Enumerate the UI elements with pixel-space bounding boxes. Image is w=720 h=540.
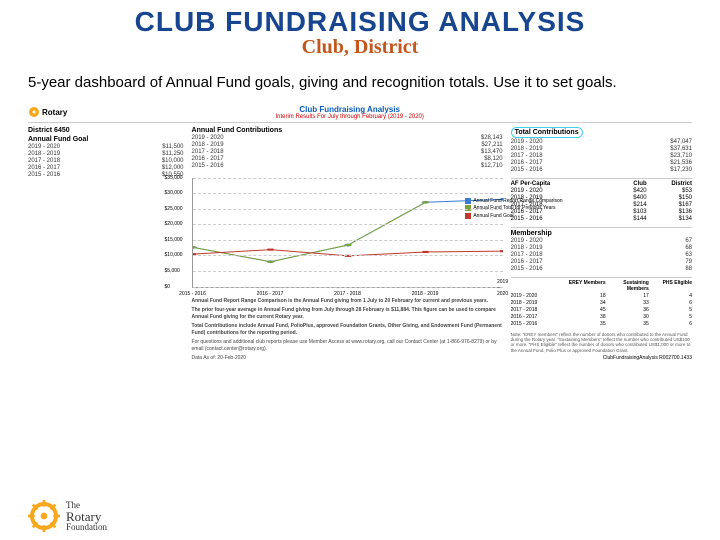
table-row: 2017 - 201863 xyxy=(511,252,692,259)
table-row: 2016 - 201738305 xyxy=(511,314,692,321)
tc-table: 2019 - 2020$47,0472018 - 2019$37,6312017… xyxy=(511,139,692,174)
table-row: 2016 - 201779 xyxy=(511,259,692,266)
afg-table: 2019 - 2020$11,5002018 - 2019$11,2502017… xyxy=(28,144,184,179)
line-chart: Annual Fund Report Range ComparisonAnnua… xyxy=(192,178,503,288)
afc-title: Annual Fund Contributions xyxy=(192,127,503,135)
legend-item: Annual Fund Goal xyxy=(465,213,562,220)
rotary-wheel-icon xyxy=(28,500,60,532)
x-tick: 2016 - 2017 xyxy=(257,291,284,297)
report-screenshot: Rotary Club Fundraising Analysis Interim… xyxy=(28,101,692,365)
report-id: ClubFundraisingAnalysis R002700.1433 xyxy=(511,353,692,361)
col-right: Total Contributions 2019 - 2020$47,04720… xyxy=(511,127,692,365)
y-tick: $35,000 xyxy=(165,175,183,181)
x-tick: 2015 - 2016 xyxy=(179,291,206,297)
table-row: 2019 - 202067 xyxy=(511,238,692,245)
footnote: For questions and additional club report… xyxy=(192,339,503,352)
table-row: 2017 - 2018$10,000 xyxy=(28,158,184,165)
footnote: Annual Fund Report Range Comparison is t… xyxy=(192,298,503,305)
mem-title: Membership xyxy=(511,230,692,238)
x-tick: 2017 - 2018 xyxy=(334,291,361,297)
footnote-right: Note: "EREY members" reflect the number … xyxy=(511,328,692,354)
table-row: 2016 - 2017$21,536 xyxy=(511,160,692,167)
footer-brand: The Rotary Foundation xyxy=(28,500,107,532)
report-subtitle: Interim Results For July through Februar… xyxy=(67,114,632,120)
page-title: CLUB FUNDRAISING ANALYSIS xyxy=(0,0,720,38)
table-row: 2019 - 2020$11,500 xyxy=(28,144,184,151)
table-row: 2017 - 2018$23,710 xyxy=(511,153,692,160)
y-tick: $25,000 xyxy=(165,206,183,212)
footnote: Data As of: 20-Feb-2020 xyxy=(192,355,503,362)
description: 5-year dashboard of Annual Fund goals, g… xyxy=(0,59,720,101)
table-row: 2017 - 201845365 xyxy=(511,307,692,314)
table-header: AF Per-CapitaClubDistrict xyxy=(511,181,692,188)
table-row: 2018 - 201968 xyxy=(511,245,692,252)
table-row: 2015 - 2016$17,230 xyxy=(511,167,692,174)
footer-line2: Rotary xyxy=(66,510,107,523)
rotary-logo: Rotary xyxy=(28,106,67,118)
report-title: Club Fundraising Analysis xyxy=(67,105,632,114)
legend-item: Annual Fund Report Range Comparison xyxy=(465,198,562,205)
mem-table: 2019 - 2020672018 - 2019682017 - 2018632… xyxy=(511,238,692,273)
afc-table: 2019 - 2020$28,1432018 - 2019$27,2112017… xyxy=(192,135,503,170)
y-tick: $10,000 xyxy=(165,252,183,258)
table-header: EREY MembersSustaining MembersPHS Eligib… xyxy=(511,280,692,293)
col-mid: Annual Fund Contributions 2019 - 2020$28… xyxy=(192,127,503,365)
brand-text: Rotary xyxy=(42,108,67,117)
tc-title: Total Contributions xyxy=(511,127,692,139)
table-row: 2018 - 2019$27,211 xyxy=(192,142,503,149)
table-row: 2018 - 201934336 xyxy=(511,300,692,307)
table-row: 2017 - 2018$13,470 xyxy=(192,149,503,156)
table-row: 2015 - 2016$12,710 xyxy=(192,163,503,170)
footnote: The prior four-year average in Annual Fu… xyxy=(192,307,503,320)
member-detail: EREY MembersSustaining MembersPHS Eligib… xyxy=(511,280,692,328)
table-row: 2019 - 2020$47,047 xyxy=(511,139,692,146)
table-row: 2016 - 2017$12,000 xyxy=(28,165,184,172)
table-row: 2015 - 201688 xyxy=(511,266,692,273)
y-tick: $5,000 xyxy=(165,268,180,274)
table-row: 2015 - 2016$10,550 xyxy=(28,172,184,179)
table-row: 2015 - 201635356 xyxy=(511,321,692,328)
afg-title: Annual Fund Goal xyxy=(28,136,184,144)
footnote: Total Contributions include Annual Fund,… xyxy=(192,323,503,336)
table-row: 2018 - 2019$37,631 xyxy=(511,146,692,153)
footer-line3: Foundation xyxy=(66,523,107,532)
x-tick: 2019 - 2020 xyxy=(497,279,508,297)
col-left: District 6450 Annual Fund Goal 2019 - 20… xyxy=(28,127,184,365)
table-row: 2019 - 2020$28,143 xyxy=(192,135,503,142)
y-tick: $30,000 xyxy=(165,190,183,196)
district-label: District 6450 xyxy=(28,127,184,134)
report-header: Rotary Club Fundraising Analysis Interim… xyxy=(28,101,692,123)
y-tick: $0 xyxy=(165,284,171,290)
y-tick: $20,000 xyxy=(165,221,183,227)
footnotes: Annual Fund Report Range Comparison is t… xyxy=(192,288,503,362)
y-tick: $15,000 xyxy=(165,237,183,243)
table-row: 2018 - 2019$11,250 xyxy=(28,151,184,158)
table-row: 2016 - 2017$8,120 xyxy=(192,156,503,163)
x-tick: 2018 - 2019 xyxy=(412,291,439,297)
table-row: 2019 - 202018174 xyxy=(511,293,692,300)
table-row: 2019 - 2020$420$53 xyxy=(511,188,692,195)
page-subtitle: Club, District xyxy=(0,36,720,59)
